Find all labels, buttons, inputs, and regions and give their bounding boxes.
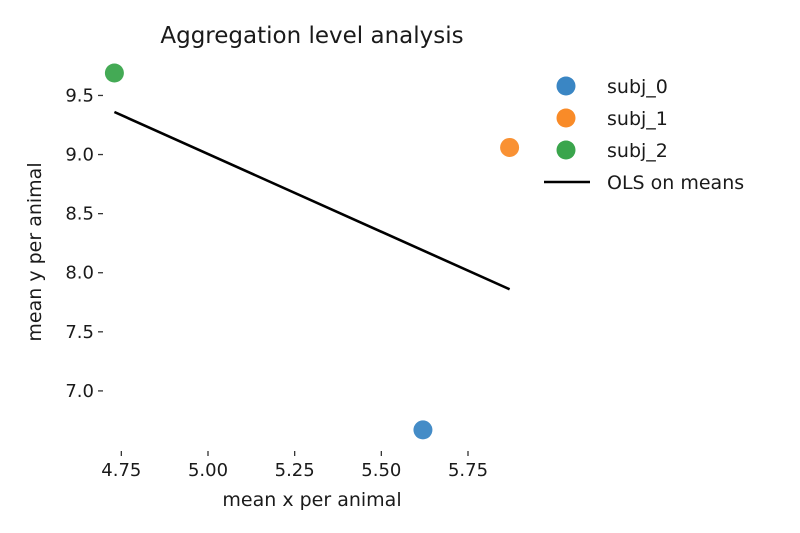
y-tick-label: 7.5 bbox=[65, 322, 94, 343]
y-tick-label: 9.0 bbox=[65, 145, 94, 166]
x-tick-label: 4.75 bbox=[101, 460, 141, 481]
legend-label: OLS on means bbox=[607, 172, 744, 194]
x-tick-label: 5.00 bbox=[188, 460, 228, 481]
chart-title: Aggregation level analysis bbox=[160, 23, 463, 49]
x-tick-label: 5.75 bbox=[448, 460, 488, 481]
y-tick-label: 8.5 bbox=[65, 204, 94, 225]
plot-area bbox=[104, 63, 520, 440]
x-tick-label: 5.25 bbox=[275, 460, 315, 481]
legend-label: subj_0 bbox=[607, 76, 668, 98]
x-axis-label: mean x per animal bbox=[222, 489, 401, 511]
scatter-point-subj_0 bbox=[413, 420, 433, 440]
x-axis: 4.75 5.00 5.25 5.50 5.75 bbox=[101, 451, 488, 481]
ols-fit-line bbox=[113, 110, 511, 291]
legend-label: subj_2 bbox=[607, 140, 668, 162]
y-axis: 7.0 7.5 8.0 8.5 9.0 9.5 bbox=[65, 85, 103, 402]
y-axis-label: mean y per animal bbox=[24, 162, 46, 341]
y-tick-label: 9.5 bbox=[65, 85, 94, 106]
scatter-point-subj_2 bbox=[104, 63, 124, 83]
legend-label: subj_1 bbox=[607, 108, 668, 130]
y-tick-label: 7.0 bbox=[65, 381, 94, 402]
legend: subj_0 subj_1 subj_2 OLS on means bbox=[544, 76, 744, 194]
legend-marker-subj_1 bbox=[556, 108, 576, 128]
scatter-point-subj_1 bbox=[500, 137, 520, 157]
legend-marker-subj_2 bbox=[556, 140, 576, 160]
x-tick-label: 5.50 bbox=[361, 460, 401, 481]
y-tick-label: 8.0 bbox=[65, 263, 94, 284]
legend-marker-subj_0 bbox=[556, 76, 576, 96]
